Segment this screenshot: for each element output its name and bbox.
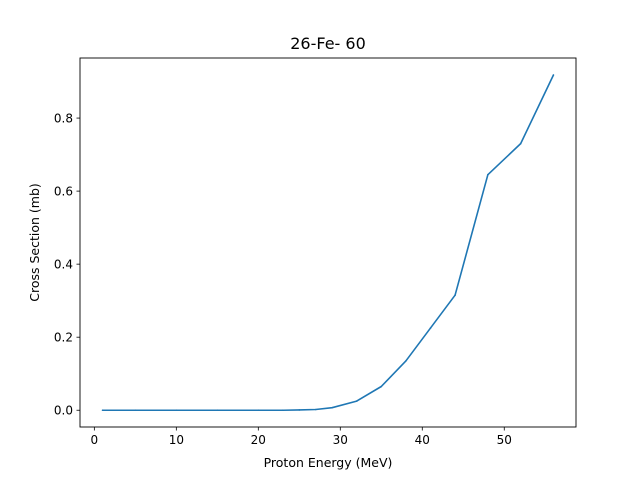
x-tick-label: 10 bbox=[169, 433, 184, 447]
data-point bbox=[519, 142, 522, 145]
data-point bbox=[298, 409, 301, 411]
data-point bbox=[257, 409, 260, 412]
y-tick-label: 0.2 bbox=[54, 330, 73, 344]
series-line-0 bbox=[102, 74, 555, 412]
data-point bbox=[331, 406, 333, 409]
data-point bbox=[216, 409, 219, 412]
x-axis-label: Proton Energy (MeV) bbox=[264, 455, 393, 470]
data-point bbox=[405, 360, 407, 362]
data-point bbox=[101, 409, 104, 412]
x-tick-label: 30 bbox=[333, 433, 348, 447]
data-point bbox=[552, 74, 555, 76]
y-tick-label: 0.6 bbox=[54, 184, 73, 198]
plot-area bbox=[79, 57, 577, 428]
y-tick-label: 0.0 bbox=[54, 404, 73, 418]
y-tick-label: 0.8 bbox=[54, 111, 73, 125]
x-tick-label: 40 bbox=[415, 433, 430, 447]
data-point bbox=[487, 173, 489, 176]
data-point bbox=[454, 294, 456, 296]
x-tick-label: 0 bbox=[91, 433, 99, 447]
y-axis: 0.0 0.2 0.4 0.6 0.8 bbox=[54, 111, 80, 418]
y-axis-label: Cross Section (mb) bbox=[27, 183, 42, 302]
y-tick-label: 0.4 bbox=[54, 257, 73, 271]
x-tick-label: 50 bbox=[497, 433, 512, 447]
data-point bbox=[429, 327, 432, 329]
chart-title: 26-Fe- 60 bbox=[290, 34, 366, 53]
data-point bbox=[175, 409, 178, 412]
data-point bbox=[380, 385, 383, 388]
data-point bbox=[314, 408, 317, 411]
series-layer bbox=[101, 74, 555, 412]
data-point bbox=[134, 409, 137, 412]
data-point bbox=[355, 400, 358, 402]
data-point bbox=[282, 409, 284, 412]
x-tick-label: 20 bbox=[251, 433, 266, 447]
x-axis: 0 10 20 30 40 50 bbox=[91, 427, 512, 447]
